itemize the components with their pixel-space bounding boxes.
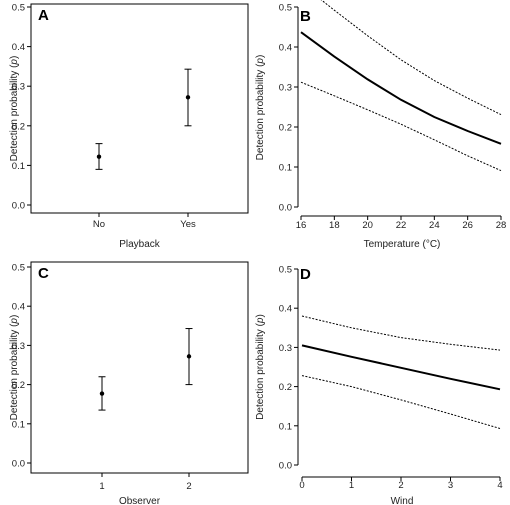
data-point: [96, 154, 102, 159]
y-tick-label: 0.0: [279, 461, 292, 472]
y-tick-label: 0.5: [12, 263, 25, 274]
x-tick-label: 28: [496, 220, 507, 231]
plot-frame: [30, 3, 249, 214]
y-tick-label: 0.2: [12, 121, 25, 132]
y-tick-label: 0.5: [12, 3, 25, 14]
panel-letter: D: [300, 266, 311, 283]
y-axis-title: Detection probability (p): [255, 314, 266, 420]
x-tick-label: 2: [398, 480, 403, 491]
x-tick-label: 0: [299, 480, 304, 491]
x-tick-label: Yes: [180, 219, 196, 230]
x-tick-label: 26: [462, 220, 473, 231]
ci-upper-line: [301, 315, 501, 351]
plot-frame: [30, 261, 249, 474]
y-tick-label: 0.5: [279, 3, 292, 14]
x-tick-label: 2: [186, 481, 191, 492]
panel-d: 0.0 0.1 0.2 0.3 0.4 0.5 Detection probability …: [255, 265, 503, 505]
x-axis-title: Wind: [391, 496, 414, 505]
x-axis-title: Temperature (°C): [364, 239, 441, 250]
x-tick-label: 3: [448, 480, 453, 491]
x-tick-label: 20: [362, 220, 373, 231]
y-axis-title: Detection probability (p): [9, 315, 20, 421]
x-tick-label: 22: [396, 220, 407, 231]
y-tick-label: 0.3: [12, 82, 25, 93]
fitted-line: [300, 31, 502, 145]
ci-upper-line: [320, 0, 502, 116]
fitted-line: [301, 344, 501, 391]
y-tick-label: 0.4: [279, 304, 292, 315]
ci-lower-line: [300, 81, 502, 172]
y-tick-label: 0.0: [12, 459, 25, 470]
x-axis-title: Playback: [119, 239, 161, 250]
y-tick-label: 0.2: [279, 382, 292, 393]
x-axis-title: Observer: [119, 496, 161, 505]
y-tick-label: 0.2: [279, 123, 292, 134]
data-point: [186, 354, 192, 359]
panel-letter: B: [300, 8, 311, 25]
panel-letter: A: [38, 7, 49, 24]
y-tick-label: 0.2: [12, 380, 25, 391]
y-tick-label: 0.0: [12, 201, 25, 212]
data-point: [185, 95, 191, 100]
y-tick-label: 0.4: [279, 43, 292, 54]
panel-a: 0.0 0.1 0.2 0.3 0.4 0.5 Detection probability …: [9, 3, 249, 250]
y-tick-label: 0.1: [12, 161, 25, 172]
x-tick-label: 4: [497, 480, 502, 491]
y-tick-label: 0.0: [279, 203, 292, 214]
y-tick-label: 0.3: [279, 83, 292, 94]
ci-lower-line: [301, 375, 501, 429]
y-tick-label: 0.5: [279, 265, 292, 276]
y-tick-label: 0.1: [279, 421, 292, 432]
y-tick-label: 0.1: [12, 419, 25, 430]
x-tick-label: 1: [349, 480, 354, 491]
y-axis-title: Detection probability (p): [9, 56, 20, 162]
y-tick-label: 0.4: [12, 302, 25, 313]
x-tick-label: 16: [296, 220, 307, 231]
x-tick-label: 18: [329, 220, 340, 231]
y-axis-title: Detection probability (p): [255, 55, 266, 161]
y-tick-label: 0.3: [279, 343, 292, 354]
y-tick-label: 0.3: [12, 341, 25, 352]
x-tick-label: No: [93, 219, 105, 230]
panel-c: 0.0 0.1 0.2 0.3 0.4 0.5 Detection probability …: [9, 261, 249, 505]
data-point: [99, 391, 105, 396]
x-tick-label: 24: [429, 220, 440, 231]
panel-letter: C: [38, 265, 49, 282]
panel-b: 0.0 0.1 0.2 0.3 0.4 0.5 Detection probability …: [255, 0, 506, 250]
y-tick-label: 0.1: [279, 163, 292, 174]
x-tick-label: 1: [99, 481, 104, 492]
y-tick-label: 0.4: [12, 42, 25, 53]
